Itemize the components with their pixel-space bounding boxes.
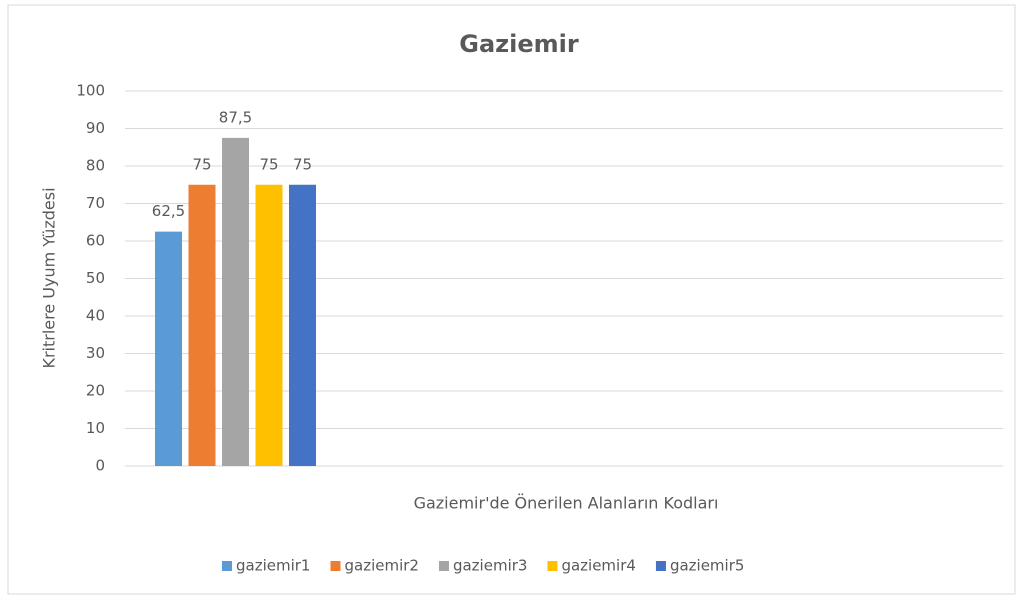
bar [222, 137, 249, 466]
bar [289, 184, 316, 466]
chart-title: Gaziemir [459, 30, 579, 58]
legend-swatch [547, 561, 558, 571]
legend-label: gaziemir1 [236, 557, 310, 575]
legend-label: gaziemir5 [670, 557, 744, 575]
legend-label: gaziemir4 [561, 557, 635, 575]
data-label: 75 [259, 155, 278, 173]
y-tick-label: 100 [76, 82, 105, 100]
y-tick-label: 40 [86, 307, 105, 325]
legend-swatch [330, 561, 341, 571]
y-axis-label: Kritrlere Uyum Yüzdesi [40, 187, 59, 368]
y-tick-label: 0 [95, 457, 105, 475]
y-tick-label: 20 [86, 382, 105, 400]
y-tick-label: 70 [86, 194, 105, 212]
y-tick-label: 30 [86, 344, 105, 362]
legend-label: gaziemir2 [344, 557, 418, 575]
y-tick-label: 60 [86, 232, 105, 250]
bar [188, 184, 216, 466]
bar [155, 231, 182, 466]
y-tick-label: 80 [86, 157, 105, 175]
data-label: 75 [293, 155, 312, 173]
y-tick-label: 10 [86, 419, 105, 437]
legend-swatch [655, 561, 666, 571]
legend-swatch [438, 561, 449, 571]
data-label: 75 [192, 155, 211, 173]
bar [255, 184, 283, 466]
legend-label: gaziemir3 [453, 557, 527, 575]
y-tick-label: 50 [86, 269, 105, 287]
x-axis-label: Gaziemir'de Önerilen Alanların Kodları [414, 494, 719, 513]
data-label: 87,5 [219, 108, 252, 126]
y-tick-label: 90 [86, 119, 105, 137]
legend-swatch [222, 561, 232, 571]
data-label: 62,5 [152, 202, 185, 220]
